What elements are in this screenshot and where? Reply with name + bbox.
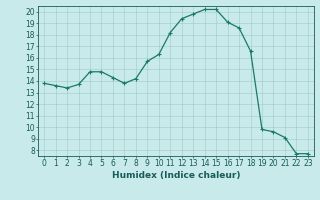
X-axis label: Humidex (Indice chaleur): Humidex (Indice chaleur)	[112, 171, 240, 180]
